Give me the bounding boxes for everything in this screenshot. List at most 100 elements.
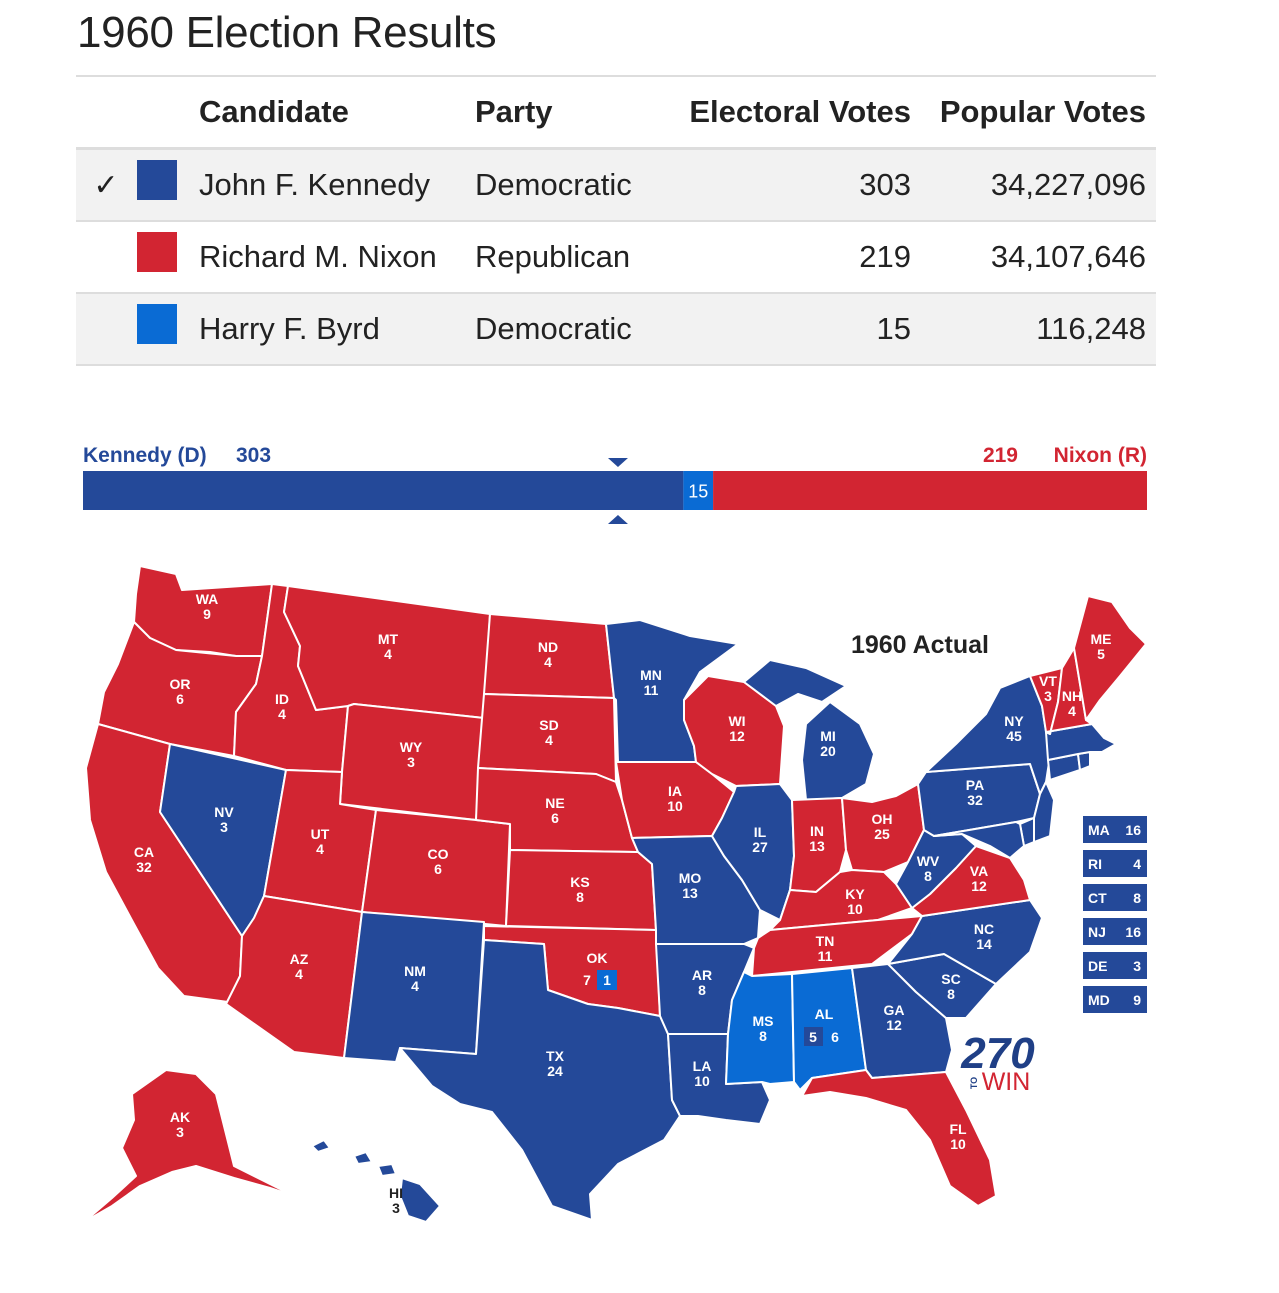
state-labels: WA9OR6CA32ID4NV3MT4WY3UT4AZ4CO6NM4ND4SD4… [134,591,1112,1216]
party-color-swatch [137,159,177,200]
state-label-nm: NM [404,963,426,979]
state-ev-ak: 3 [176,1124,184,1140]
state-ev-nd: 4 [544,654,552,670]
state-nc[interactable] [887,899,1043,985]
small-state-ev: 16 [1125,822,1141,838]
page-title: 1960 Election Results [77,8,497,57]
bar-right-name: Nixon (R) [1054,444,1147,467]
popular-votes: 34,107,646 [923,221,1156,294]
state-label-wv: WV [917,853,940,869]
winner-check-icon [76,221,136,294]
state-tx[interactable] [399,939,681,1221]
small-state-box-ct[interactable] [1083,884,1147,911]
table-header-row: Candidate Party Electoral Votes Popular … [76,75,1156,150]
ok-byrd-ev: 1 [603,972,611,988]
al-split-box [804,1027,823,1046]
al-byrd-ev: 6 [831,1029,839,1045]
state-md[interactable] [933,821,1025,859]
state-label-nc: NC [974,921,994,937]
state-label-al: AL [815,1006,834,1022]
state-label-mo: MO [679,870,702,886]
state-label-sd: SD [539,717,558,733]
state-label-mt: MT [378,631,399,647]
logo-number: 270 [960,1029,1035,1078]
small-state-box-de[interactable] [1083,952,1147,979]
small-state-abbr: MA [1088,822,1110,838]
small-state-box-nj[interactable] [1083,918,1147,945]
state-label-la: LA [693,1058,712,1074]
state-ev-ut: 4 [316,841,324,857]
state-ev-mi: 20 [820,743,836,759]
small-state-abbr: CT [1088,890,1107,906]
candidate-name: Richard M. Nixon [198,221,474,294]
state-mi[interactable] [743,659,875,801]
ok-split-box [597,970,617,990]
state-ev-wy: 3 [407,754,415,770]
state-ev-ga: 12 [886,1017,902,1033]
electoral-votes: 15 [666,293,923,366]
state-ev-oh: 25 [874,826,890,842]
state-label-me: ME [1091,631,1112,647]
270towin-logo: 270 TO WIN [960,1029,1035,1096]
state-label-nv: NV [214,804,234,820]
state-ev-wi: 12 [729,728,745,744]
small-state-box-ri[interactable] [1083,850,1147,877]
bar-byrd-segment [683,471,714,510]
state-label-wy: WY [400,739,423,755]
state-ev-ny: 45 [1006,728,1022,744]
small-state-ev: 16 [1125,924,1141,940]
electoral-votes: 219 [666,221,923,294]
small-state-box-md[interactable] [1083,986,1147,1013]
state-label-co: CO [428,846,449,862]
winner-check-icon [76,293,136,366]
table-row: ✓ John F. Kennedy Democratic 303 34,227,… [76,148,1156,222]
state-ev-la: 10 [694,1073,710,1089]
candidate-name: John F. Kennedy [198,148,474,222]
state-ev-nv: 3 [220,819,228,835]
state-ev-or: 6 [176,691,184,707]
state-me[interactable] [1073,595,1147,721]
state-ev-mn: 11 [644,682,659,698]
state-label-vt: VT [1039,673,1057,689]
candidate-party: Republican [474,221,666,294]
candidate-party: Democratic [474,148,666,222]
states-layer [83,565,1147,1223]
header-electoral-votes: Electoral Votes [666,75,923,150]
bar-right-votes: 219 [983,444,1018,467]
header-popular-votes: Popular Votes [923,75,1156,150]
state-ev-ar: 8 [698,982,706,998]
small-state-ev: 8 [1133,890,1141,906]
state-label-az: AZ [290,951,309,967]
state-label-il: IL [754,824,767,840]
state-label-tx: TX [546,1048,565,1064]
bar-dem-segment [83,471,684,510]
bar-byrd-votes: 15 [688,482,708,502]
state-label-ks: KS [570,874,589,890]
header-candidate: Candidate [198,75,474,150]
state-label-ok: OK [587,950,608,966]
bar-left-name: Kennedy (D) [83,444,207,467]
logo-win: WIN [982,1068,1031,1096]
small-state-box-ma[interactable] [1083,816,1147,843]
state-tn[interactable] [751,915,923,977]
state-hi[interactable] [311,1139,441,1223]
state-label-hi: HI [389,1185,403,1201]
state-fl[interactable] [801,1069,997,1207]
small-state-ev: 9 [1133,992,1141,1008]
state-ma[interactable] [1045,723,1117,761]
state-ev-il: 27 [752,839,768,855]
state-ak[interactable] [83,1069,295,1223]
electoral-votes: 303 [666,148,923,222]
state-label-tn: TN [816,933,835,949]
state-label-ut: UT [311,826,330,842]
state-label-wa: WA [196,591,219,607]
electoral-bar: Kennedy (D) 303 219 Nixon (R) 15 [83,444,1147,524]
state-ev-wv: 8 [924,868,932,884]
al-dem-ev: 5 [809,1029,817,1045]
state-ev-id: 4 [278,706,286,722]
state-ev-me: 5 [1097,646,1105,662]
state-ev-sd: 4 [545,732,553,748]
bar-left-votes: 303 [236,444,271,467]
small-states-legend: MA 16 RI 4 CT 8 NJ 16 DE 3 MD 9 [1083,816,1147,1013]
